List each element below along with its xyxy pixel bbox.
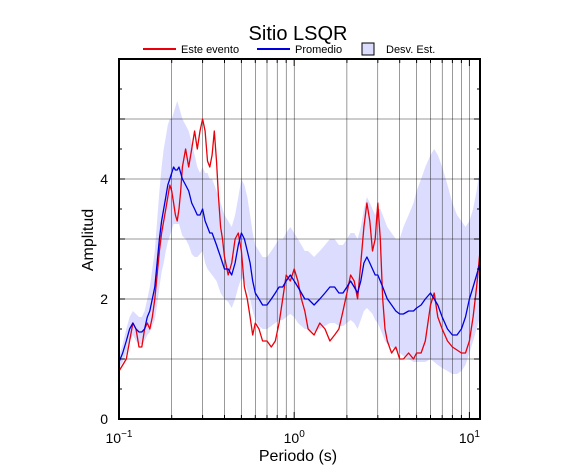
x-tick-label-base: 10: [459, 430, 475, 446]
series-layer: [118, 118, 481, 372]
legend-std-label: Desv. Est.: [386, 44, 435, 56]
x-tick-label: 101: [459, 429, 481, 446]
std-band: [119, 101, 480, 374]
x-tick-label: 100: [284, 429, 306, 446]
legend: Este evento Promedio Desv. Est.: [143, 42, 435, 56]
legend-std-swatch: [361, 42, 375, 56]
x-tick-label: 10−1: [106, 429, 133, 446]
y-tick-label: 0: [100, 411, 108, 427]
chart-title: Sitio LSQR: [249, 23, 348, 45]
legend-event-label: Este evento: [181, 44, 239, 56]
legend-mean-label: Promedio: [295, 44, 342, 56]
mean-series-line: [118, 166, 481, 363]
y-tick-label: 2: [100, 291, 108, 307]
std-band-layer: [119, 101, 480, 374]
x-tick-label-exponent: 0: [299, 429, 305, 440]
x-tick-label-base: 10: [284, 430, 300, 446]
x-tick-label-base: 10: [106, 430, 122, 446]
x-tick-label-exponent: 1: [474, 429, 480, 440]
y-axis-label: Amplitud: [80, 209, 97, 271]
x-axis-label: Periodo (s): [259, 448, 337, 465]
y-tick-label: 4: [100, 171, 108, 187]
x-tick-label-exponent: −1: [121, 429, 133, 440]
event-series-line: [118, 118, 481, 372]
